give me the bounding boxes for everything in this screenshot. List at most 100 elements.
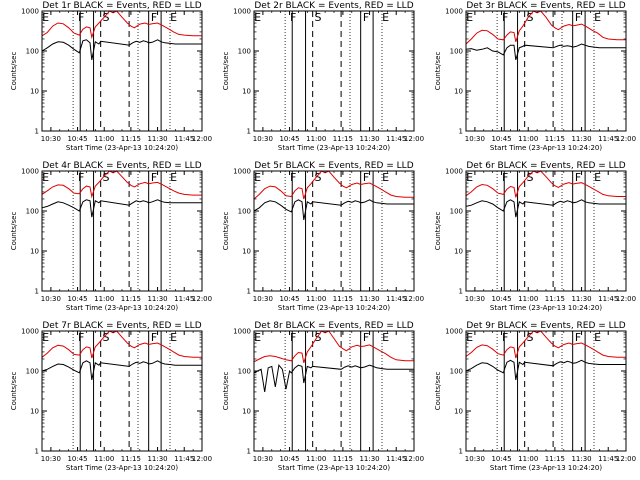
panel-title: Det 8r BLACK = Events, RED = LLD bbox=[254, 321, 413, 331]
series-events-line bbox=[41, 199, 202, 218]
x-axis-label: Start Time (23-Apr-13 10:24:20) bbox=[278, 144, 390, 152]
interval-marker: E bbox=[254, 171, 261, 184]
xtick-label: 11:30 bbox=[571, 295, 591, 303]
interval-marker: S bbox=[103, 11, 110, 24]
series-lld-line bbox=[465, 170, 626, 198]
series-events-line bbox=[253, 199, 414, 220]
interval-marker: E bbox=[594, 171, 601, 184]
ytick-label: 10 bbox=[454, 248, 463, 256]
axes-frame bbox=[41, 170, 203, 292]
ytick-label: 1 bbox=[247, 128, 251, 136]
xtick-label: 11:15 bbox=[545, 455, 565, 463]
xtick-label: 10:45 bbox=[67, 135, 87, 143]
xtick-label: 11:15 bbox=[333, 455, 353, 463]
ytick-label: 1000 bbox=[21, 168, 39, 176]
xtick-label: 11:30 bbox=[571, 135, 591, 143]
interval-marker: F bbox=[363, 171, 369, 184]
xtick-label: 12:00 bbox=[616, 455, 636, 463]
xtick-label: 11:45 bbox=[386, 295, 406, 303]
interval-marker: E bbox=[170, 331, 177, 344]
axes-frame bbox=[465, 170, 627, 292]
xtick-label: 11:15 bbox=[121, 295, 141, 303]
y-axis-label: Counts/sec bbox=[10, 372, 18, 411]
xtick-label: 11:45 bbox=[174, 135, 194, 143]
ytick-label: 1 bbox=[459, 128, 463, 136]
xtick-label: 10:45 bbox=[279, 295, 299, 303]
x-axis-label: Start Time (23-Apr-13 10:24:20) bbox=[490, 304, 602, 312]
interval-marker: E bbox=[42, 11, 49, 24]
interval-marker: E bbox=[466, 171, 473, 184]
ytick-label: 100 bbox=[238, 368, 251, 376]
xtick-label: 11:30 bbox=[359, 135, 379, 143]
ytick-label: 1000 bbox=[21, 8, 39, 16]
interval-marker: F bbox=[575, 171, 581, 184]
series-lld-line bbox=[253, 330, 414, 363]
xtick-label: 11:30 bbox=[359, 295, 379, 303]
xtick-label: 11:45 bbox=[598, 135, 618, 143]
xtick-label: 12:00 bbox=[616, 295, 636, 303]
ytick-label: 10 bbox=[30, 88, 39, 96]
xtick-label: 11:00 bbox=[518, 135, 538, 143]
xtick-label: 10:30 bbox=[465, 295, 485, 303]
x-axis-label: Start Time (23-Apr-13 10:24:20) bbox=[66, 144, 178, 152]
xtick-label: 10:45 bbox=[67, 295, 87, 303]
ytick-label: 1000 bbox=[445, 168, 463, 176]
interval-marker: F bbox=[78, 331, 84, 344]
interval-marker: F bbox=[363, 11, 369, 24]
interval-marker: S bbox=[315, 11, 322, 24]
interval-marker: E bbox=[42, 171, 49, 184]
series-events-line bbox=[41, 360, 202, 381]
xtick-label: 11:15 bbox=[333, 135, 353, 143]
y-axis-label: Counts/sec bbox=[434, 372, 442, 411]
xtick-label: 11:45 bbox=[174, 295, 194, 303]
ytick-label: 100 bbox=[26, 368, 39, 376]
interval-marker: S bbox=[103, 331, 110, 344]
interval-marker: E bbox=[382, 171, 389, 184]
panel-title: Det 4r BLACK = Events, RED = LLD bbox=[42, 161, 201, 171]
xtick-label: 11:00 bbox=[306, 295, 326, 303]
xtick-label: 10:30 bbox=[41, 455, 61, 463]
ytick-label: 100 bbox=[238, 208, 251, 216]
ytick-label: 1000 bbox=[445, 328, 463, 336]
interval-marker: S bbox=[527, 331, 534, 344]
xtick-label: 11:15 bbox=[545, 135, 565, 143]
xtick-label: 11:00 bbox=[94, 295, 114, 303]
xtick-label: 11:45 bbox=[174, 455, 194, 463]
y-axis-label: Counts/sec bbox=[222, 52, 230, 91]
ytick-label: 10 bbox=[454, 88, 463, 96]
xtick-label: 11:30 bbox=[147, 135, 167, 143]
xtick-label: 11:00 bbox=[306, 455, 326, 463]
series-lld-line bbox=[465, 10, 626, 45]
panel-title: Det 2r BLACK = Events, RED = LLD bbox=[254, 1, 413, 11]
axes-frame bbox=[253, 330, 415, 452]
interval-marker: E bbox=[466, 11, 473, 24]
interval-marker: F bbox=[502, 11, 508, 24]
series-events-line bbox=[465, 199, 626, 218]
interval-marker: F bbox=[502, 171, 508, 184]
ytick-label: 100 bbox=[450, 48, 463, 56]
panel-title: Det 9r BLACK = Events, RED = LLD bbox=[466, 321, 625, 331]
interval-marker: S bbox=[103, 171, 110, 184]
xtick-label: 12:00 bbox=[192, 135, 212, 143]
axes-frame bbox=[41, 330, 203, 452]
interval-marker: F bbox=[151, 171, 157, 184]
xtick-label: 10:30 bbox=[253, 295, 273, 303]
interval-marker: E bbox=[594, 11, 601, 24]
axes-frame bbox=[253, 10, 415, 132]
xtick-label: 11:15 bbox=[333, 295, 353, 303]
series-events-line bbox=[465, 43, 626, 61]
ytick-label: 10 bbox=[242, 248, 251, 256]
xtick-label: 10:45 bbox=[491, 455, 511, 463]
ytick-label: 1 bbox=[35, 128, 39, 136]
xtick-label: 11:45 bbox=[386, 135, 406, 143]
xtick-label: 11:00 bbox=[306, 135, 326, 143]
series-events-line bbox=[465, 359, 626, 380]
